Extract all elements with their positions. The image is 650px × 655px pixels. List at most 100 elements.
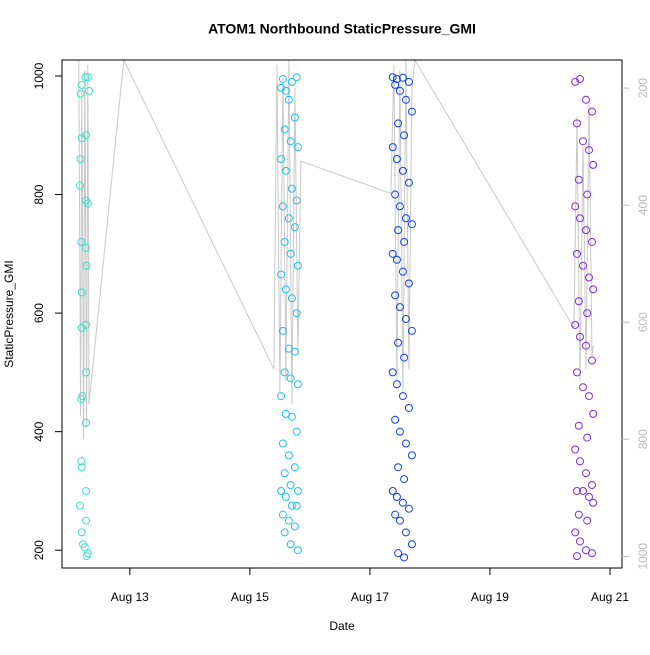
point [400, 237, 409, 246]
y-tick-label: 200 [32, 540, 46, 560]
point [277, 154, 286, 163]
point [286, 481, 295, 490]
point [394, 463, 403, 472]
point [293, 486, 302, 495]
point [578, 137, 587, 146]
point [82, 486, 91, 495]
point [77, 395, 86, 404]
point [400, 131, 409, 140]
point [584, 392, 593, 401]
point [76, 501, 85, 510]
point [407, 540, 416, 549]
point [76, 89, 85, 98]
point [286, 374, 295, 383]
point [278, 510, 287, 519]
point [77, 237, 86, 246]
point [76, 154, 85, 163]
point [587, 237, 596, 246]
point [281, 86, 290, 95]
point [293, 143, 302, 152]
point [392, 492, 401, 501]
point [394, 338, 403, 347]
point [394, 119, 403, 128]
point [287, 412, 296, 421]
point [407, 451, 416, 460]
point [574, 297, 583, 306]
x-tick-label: Aug 19 [471, 590, 509, 604]
point [584, 146, 593, 155]
point [290, 223, 299, 232]
point [287, 77, 296, 86]
point [572, 552, 581, 561]
point [83, 73, 92, 82]
point [401, 315, 410, 324]
point [583, 516, 592, 525]
point [584, 492, 593, 501]
point [398, 267, 407, 276]
point [404, 178, 413, 187]
point [284, 516, 293, 525]
point [287, 184, 296, 193]
point [81, 73, 90, 82]
point [407, 326, 416, 335]
y2-tick-label: 400 [636, 195, 650, 215]
point [392, 380, 401, 389]
point [82, 131, 91, 140]
point [407, 107, 416, 116]
y-tick-label: 400 [32, 421, 46, 441]
point [284, 95, 293, 104]
point [392, 74, 401, 83]
point [395, 202, 404, 211]
point [404, 279, 413, 288]
y-axis-label: StaticPressure_GMI [2, 260, 16, 367]
point [388, 368, 397, 377]
x-tick-label: Aug 17 [351, 590, 389, 604]
point [281, 285, 290, 294]
point [278, 326, 287, 335]
point [292, 196, 301, 205]
point [392, 154, 401, 163]
y2-tick-label: 200 [636, 78, 650, 98]
point [85, 86, 94, 95]
point [77, 288, 86, 297]
point [82, 516, 91, 525]
point [82, 261, 91, 270]
point [574, 421, 583, 430]
point [395, 427, 404, 436]
point [398, 166, 407, 175]
point [572, 486, 581, 495]
point [400, 353, 409, 362]
point [77, 80, 86, 89]
point [404, 77, 413, 86]
point [290, 463, 299, 472]
point [83, 199, 92, 208]
point [293, 261, 302, 270]
point [572, 249, 581, 258]
point [574, 510, 583, 519]
point [583, 433, 592, 442]
point [292, 309, 301, 318]
point [280, 237, 289, 246]
point [292, 501, 301, 510]
point [82, 552, 91, 561]
point [589, 498, 598, 507]
point [278, 439, 287, 448]
point [572, 119, 581, 128]
point [388, 143, 397, 152]
plot-box [61, 59, 623, 569]
point [578, 486, 587, 495]
point [395, 516, 404, 525]
point [581, 341, 590, 350]
point [581, 226, 590, 235]
point [575, 332, 584, 341]
line [78, 58, 594, 440]
point [286, 137, 295, 146]
point [401, 95, 410, 104]
point [391, 415, 400, 424]
point [293, 546, 302, 555]
point [77, 457, 86, 466]
point [277, 486, 286, 495]
point [395, 86, 404, 95]
point [575, 457, 584, 466]
